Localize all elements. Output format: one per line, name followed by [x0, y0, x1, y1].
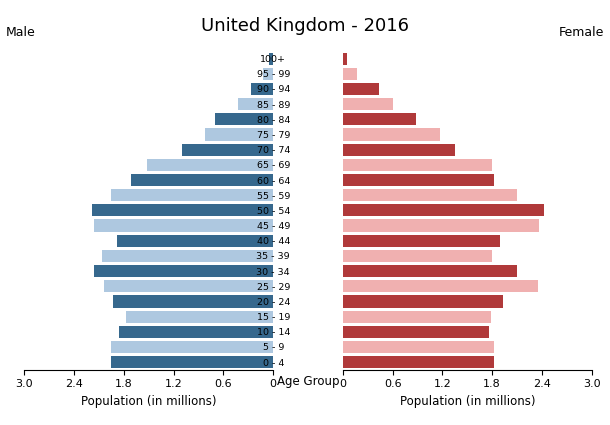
Bar [94, 265, 273, 277]
Bar [113, 295, 273, 308]
Bar [343, 189, 517, 201]
Text: Male: Male [6, 26, 36, 39]
Bar [343, 204, 544, 216]
Bar [251, 83, 273, 95]
Bar [343, 128, 440, 141]
Bar [101, 250, 273, 262]
Bar [343, 250, 492, 262]
Bar [92, 204, 273, 216]
Bar [104, 280, 273, 292]
Bar [343, 159, 492, 171]
Bar [343, 280, 538, 292]
Bar [343, 83, 379, 95]
Bar [264, 68, 273, 80]
Bar [239, 98, 273, 110]
Bar [182, 144, 273, 156]
Bar [343, 311, 490, 323]
Bar [205, 128, 273, 141]
Bar [126, 311, 273, 323]
Bar [112, 189, 273, 201]
Bar [343, 174, 494, 186]
Bar [343, 219, 539, 232]
Bar [94, 219, 273, 232]
Bar [343, 113, 416, 125]
Bar [117, 235, 273, 247]
X-axis label: Population (in millions): Population (in millions) [81, 395, 217, 408]
Text: United Kingdom - 2016: United Kingdom - 2016 [201, 17, 409, 35]
Bar [110, 341, 273, 353]
Text: Female: Female [559, 26, 604, 39]
Bar [269, 53, 273, 65]
Bar [343, 98, 393, 110]
Bar [215, 113, 273, 125]
Bar [343, 326, 489, 338]
Bar [131, 174, 273, 186]
Bar [119, 326, 273, 338]
Bar [343, 295, 503, 308]
Bar [343, 265, 517, 277]
X-axis label: Population (in millions): Population (in millions) [400, 395, 535, 408]
Bar [343, 68, 357, 80]
Bar [343, 53, 347, 65]
Bar [343, 235, 500, 247]
Bar [343, 356, 494, 368]
Bar [343, 341, 494, 353]
X-axis label: Age Group: Age Group [277, 375, 339, 388]
Bar [343, 144, 455, 156]
Bar [112, 356, 273, 368]
Bar [147, 159, 273, 171]
